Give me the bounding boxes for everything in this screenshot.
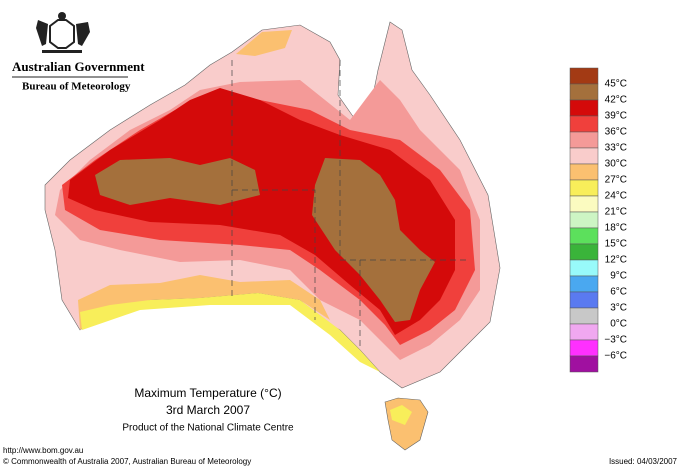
australia-map (44, 21, 501, 451)
legend-label: 24°C (605, 191, 627, 202)
footer-url: http://www.bom.gov.au (3, 446, 83, 455)
legend-label: 15°C (605, 239, 627, 250)
legend-swatch (569, 131, 599, 149)
legend-swatch (569, 195, 599, 213)
legend-swatch (569, 147, 599, 165)
legend-swatch (569, 291, 599, 309)
legend-swatch (569, 115, 599, 133)
legend-label: 3°C (610, 303, 627, 314)
map-date: 3rd March 2007 (166, 403, 250, 417)
bureau-name: Bureau of Meteorology (22, 81, 131, 93)
legend-label: 39°C (605, 111, 627, 122)
legend-swatch (569, 99, 599, 117)
legend-swatch (569, 227, 599, 245)
legend-label: 30°C (605, 159, 627, 170)
legend-label: 0°C (610, 319, 627, 330)
legend-swatch (569, 275, 599, 293)
legend-label: 45°C (605, 79, 627, 90)
legend-swatch (569, 83, 599, 101)
coat-of-arms (36, 12, 90, 53)
legend-label: 36°C (605, 127, 627, 138)
footer-copyright: © Commonwealth of Australia 2007, Austra… (3, 457, 251, 466)
legend-swatch (569, 163, 599, 181)
legend-label: −6°C (604, 351, 627, 362)
legend-swatch (569, 67, 599, 85)
legend-label: 42°C (605, 95, 627, 106)
legend-swatch (569, 211, 599, 229)
legend-swatch (569, 243, 599, 261)
gov-name: Australian Government (12, 59, 145, 74)
legend-swatch (569, 179, 599, 197)
legend-label: 18°C (605, 223, 627, 234)
legend-label: 12°C (605, 255, 627, 266)
legend-swatch (569, 307, 599, 325)
legend-label: 6°C (610, 287, 627, 298)
legend-label: 9°C (610, 271, 627, 282)
legend-label: 21°C (605, 207, 627, 218)
legend: 45°C 42°C 39°C 36°C 33°C 30°C 27°C 24°C 21°C 18°C… (569, 67, 627, 373)
footer-issued: Issued: 04/03/2007 (609, 457, 678, 466)
legend-swatch (569, 323, 599, 341)
legend-label: 33°C (605, 143, 627, 154)
map-title: Maximum Temperature (°C) (134, 386, 281, 400)
legend-swatch (569, 259, 599, 277)
legend-label: 27°C (605, 175, 627, 186)
map-product: Product of the National Climate Centre (122, 423, 294, 434)
legend-swatch (569, 339, 599, 357)
legend-label: −3°C (604, 335, 627, 346)
legend-swatch (569, 355, 599, 373)
